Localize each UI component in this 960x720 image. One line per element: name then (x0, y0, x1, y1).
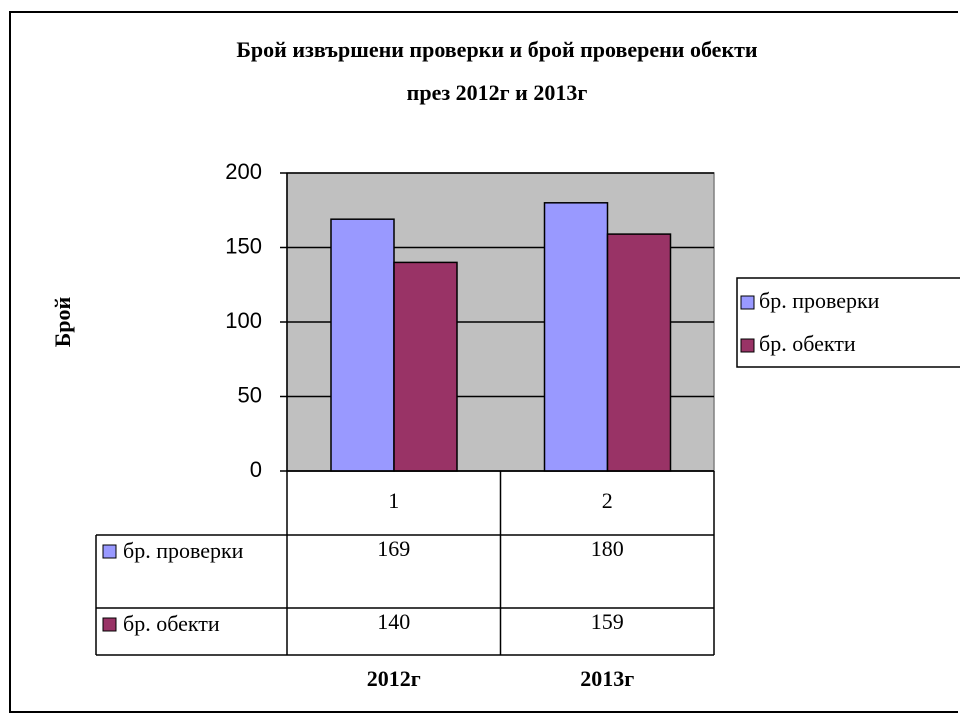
chart-title: Брой извършени проверки и брой проверени… (236, 37, 758, 62)
table-row-label: бр. обекти (123, 611, 220, 636)
y-tick-label: 100 (225, 308, 262, 333)
table-value: 180 (591, 536, 624, 561)
y-tick-label: 0 (250, 457, 262, 482)
legend-box (736, 277, 960, 368)
y-tick-label: 50 (238, 382, 262, 407)
bar (393, 261, 458, 472)
legend-label: бр. обекти (759, 331, 856, 356)
bar (606, 233, 672, 472)
table-legend-key (102, 544, 117, 559)
chart-title: през 2012г и 2013г (407, 80, 588, 105)
y-tick-label: 200 (225, 159, 262, 184)
y-axis-title: Брой (50, 296, 75, 347)
table-row-label: бр. проверки (123, 538, 244, 563)
legend-key (740, 295, 755, 310)
table-row-label-box: бр. проверки (123, 538, 244, 563)
legend-label: бр. проверки (759, 288, 880, 313)
table-value: 140 (377, 609, 410, 634)
table-legend-key (102, 617, 117, 632)
table-value: 169 (377, 536, 410, 561)
x-tick-label: 1 (388, 488, 399, 513)
x-label: 2013г (580, 666, 634, 691)
chart-border (9, 11, 958, 713)
y-tick-label: 150 (225, 233, 262, 258)
table-row-label-box: бр. обекти (123, 611, 220, 636)
x-label: 2012г (367, 666, 421, 691)
bar (543, 202, 609, 472)
legend-key (740, 338, 755, 353)
table-value: 159 (591, 609, 624, 634)
bar (330, 218, 395, 472)
x-tick-label: 2 (602, 488, 613, 513)
